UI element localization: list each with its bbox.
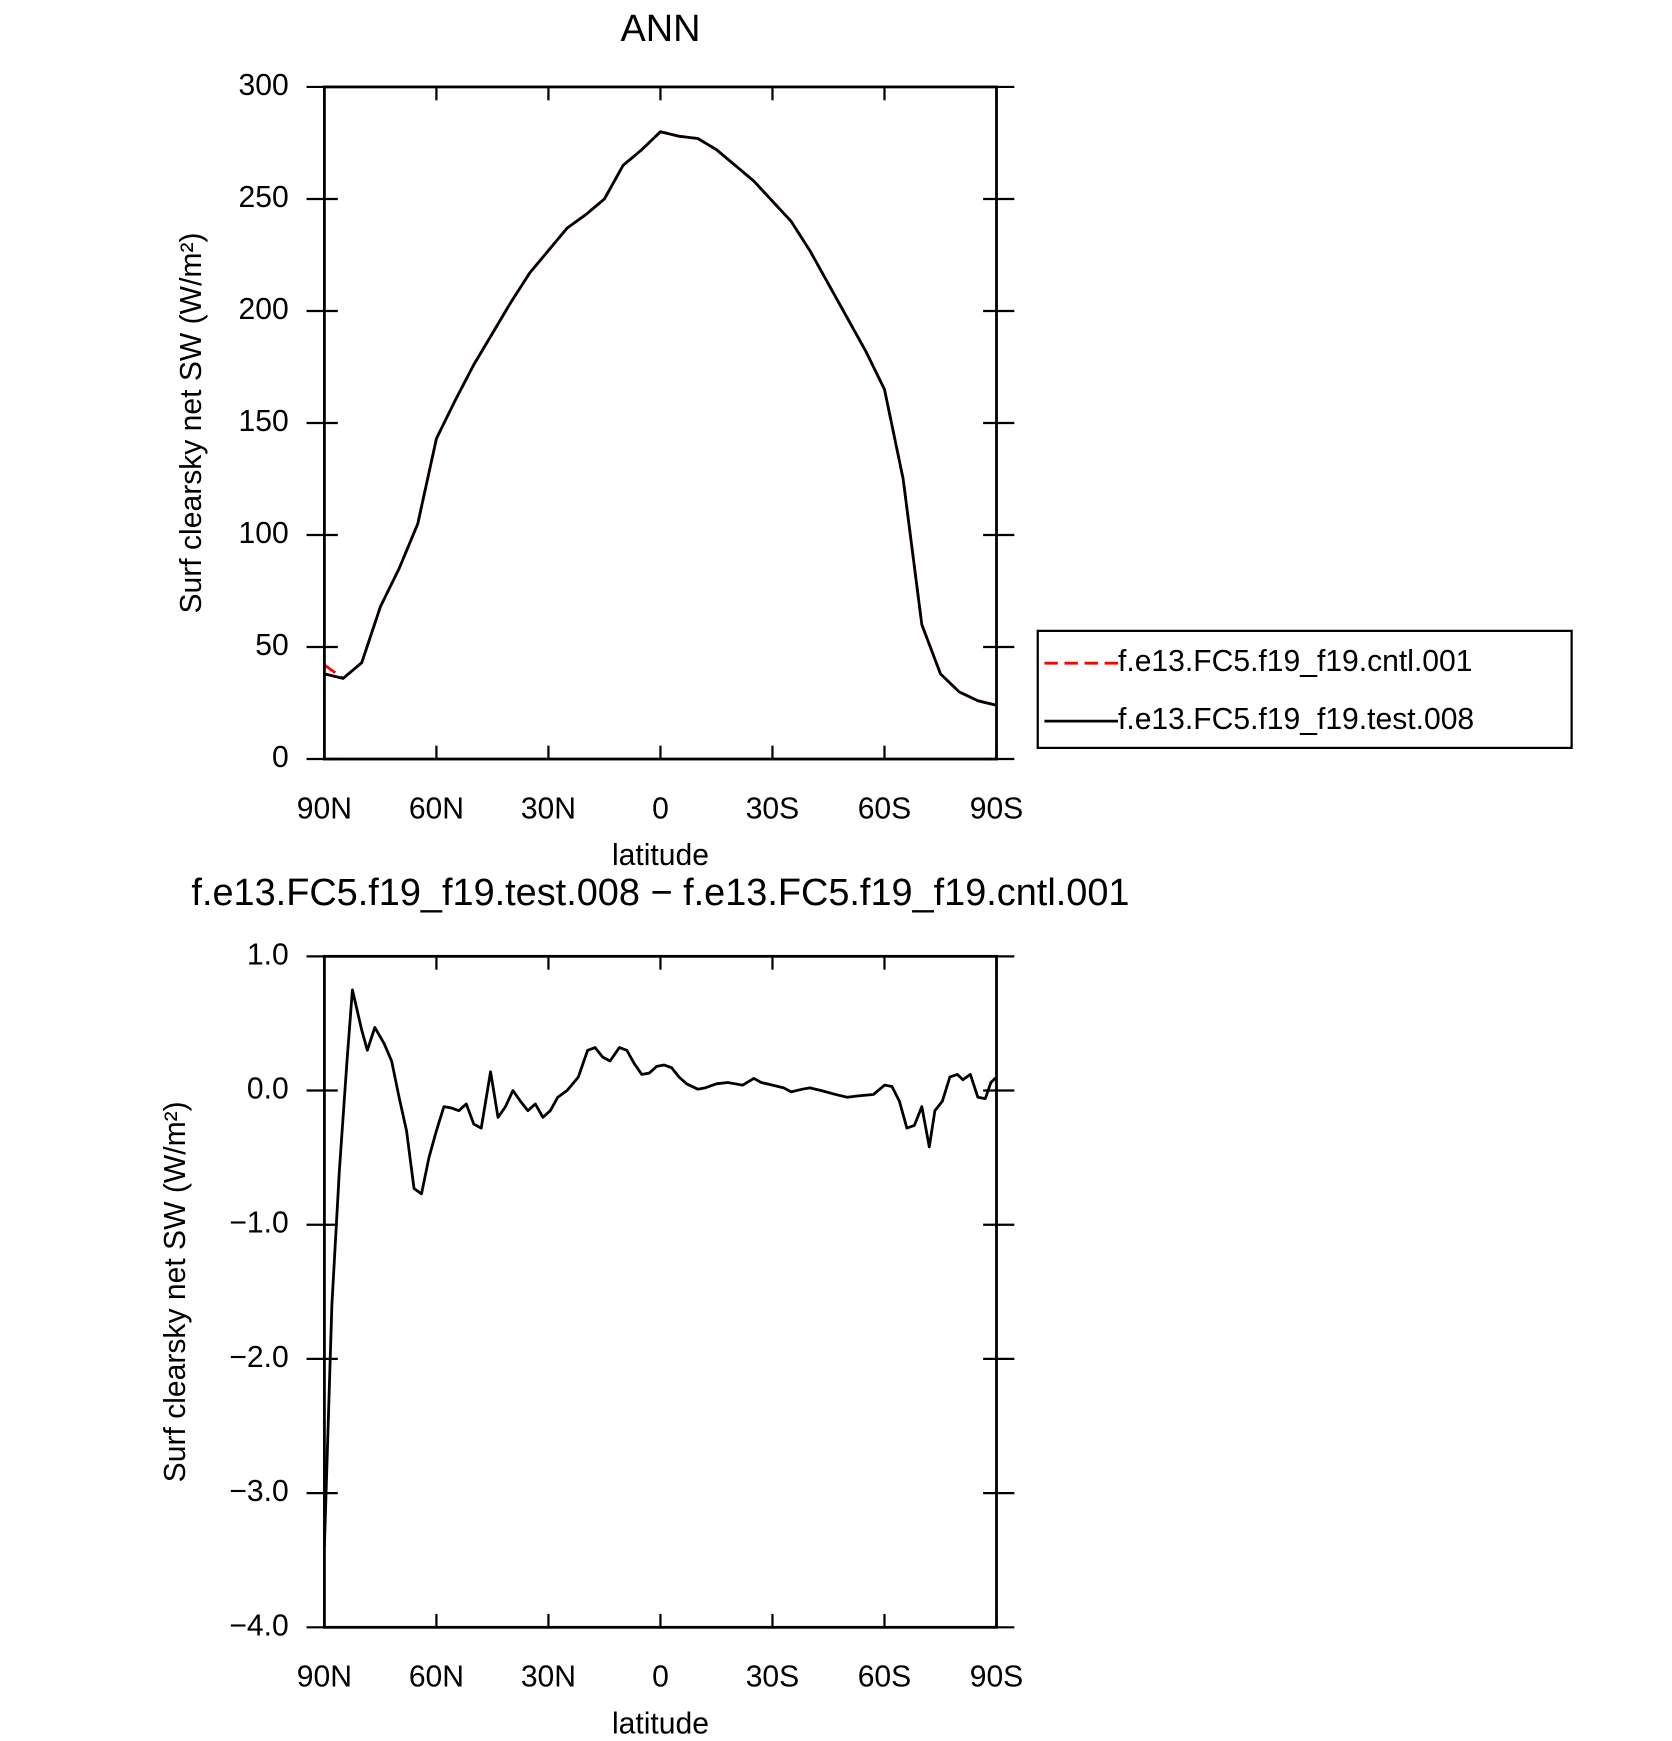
y-tick-label: 200 — [239, 293, 289, 326]
plot-frame — [323, 954, 998, 1629]
legend-label: f.e13.FC5.f19_f19.test.008 — [1118, 703, 1474, 736]
chart-title: f.e13.FC5.f19_f19.test.008 − f.e13.FC5.f… — [191, 872, 1129, 914]
legend-box — [1036, 629, 1573, 750]
y-tick-label: 300 — [239, 69, 289, 102]
y-tick-label: −2.0 — [229, 1341, 288, 1374]
y-tick-label: −4.0 — [229, 1609, 288, 1642]
y-tick-label: 150 — [239, 405, 289, 438]
x-axis-label: latitude — [612, 839, 709, 872]
y-axis-label: Surf clearsky net SW (W/m²) — [175, 232, 208, 613]
legend-label: f.e13.FC5.f19_f19.cntl.001 — [1118, 645, 1472, 678]
y-tick-label: −1.0 — [229, 1207, 288, 1240]
y-tick-label: 0.0 — [247, 1072, 289, 1105]
y-tick-label: 100 — [239, 517, 289, 550]
data-line — [324, 130, 997, 707]
x-tick-label: 0 — [652, 1661, 669, 1694]
x-tick-label: 60S — [858, 792, 912, 825]
x-tick-label: 60N — [409, 1661, 464, 1694]
x-tick-label: 60S — [858, 1661, 912, 1694]
y-tick-label: 0 — [272, 741, 289, 774]
x-tick-label: 90N — [297, 792, 352, 825]
y-tick-label: 1.0 — [247, 938, 289, 971]
x-tick-label: 90S — [970, 1661, 1024, 1694]
x-tick-label: 90N — [297, 1661, 352, 1694]
x-tick-label: 30S — [746, 1661, 800, 1694]
chart-title: ANN — [620, 8, 700, 50]
x-tick-label: 90S — [970, 792, 1024, 825]
y-tick-label: 250 — [239, 181, 289, 214]
y-tick-label: −3.0 — [229, 1475, 288, 1508]
x-tick-label: 30N — [521, 1661, 576, 1694]
x-tick-label: 30N — [521, 792, 576, 825]
x-tick-label: 60N — [409, 792, 464, 825]
plot-frame — [323, 85, 998, 761]
y-tick-label: 50 — [255, 629, 288, 662]
x-axis-label: latitude — [612, 1707, 709, 1740]
data-line — [323, 130, 997, 707]
x-tick-label: 0 — [652, 792, 669, 825]
x-tick-label: 30S — [746, 792, 800, 825]
data-line — [323, 988, 998, 1547]
y-axis-label: Surf clearsky net SW (W/m²) — [159, 1101, 192, 1482]
